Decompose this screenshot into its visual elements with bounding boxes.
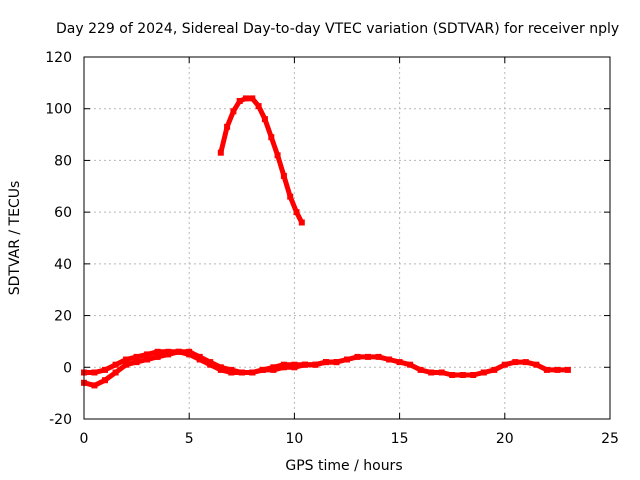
data-point xyxy=(438,369,445,376)
data-point xyxy=(91,369,98,376)
data-point xyxy=(449,372,456,378)
data-point xyxy=(554,366,561,373)
data-point xyxy=(459,372,466,378)
data-point xyxy=(501,361,508,368)
data-point xyxy=(112,361,119,368)
data-point xyxy=(386,356,393,363)
data-point xyxy=(270,364,277,371)
data-point xyxy=(312,361,319,368)
data-point xyxy=(274,152,281,159)
data-point xyxy=(365,353,371,360)
data-point xyxy=(287,193,294,200)
data-point xyxy=(207,361,214,368)
x-tick-label: 20 xyxy=(496,431,514,447)
data-point xyxy=(428,369,435,376)
data-point xyxy=(230,108,237,115)
data-point xyxy=(243,95,249,102)
data-point xyxy=(112,369,119,376)
data-point xyxy=(186,351,193,358)
y-tick-label: -20 xyxy=(49,412,72,428)
data-point xyxy=(102,377,108,384)
data-point xyxy=(133,353,140,360)
data-point xyxy=(533,361,540,368)
data-point xyxy=(512,359,519,366)
data-point xyxy=(217,366,224,373)
axis-ticks: 0 5 10 15 20 25 -20 0 20 40 60 80 100 120 xyxy=(45,50,619,447)
data-point xyxy=(417,366,424,373)
data-point xyxy=(375,353,382,360)
data-point xyxy=(323,359,329,366)
data-point xyxy=(238,369,245,376)
data-point xyxy=(470,372,477,378)
chart-title: Day 229 of 2024, Sidereal Day-to-day VTE… xyxy=(56,21,619,37)
data-point xyxy=(133,359,140,366)
data-point xyxy=(255,103,262,110)
plot-frame xyxy=(83,56,611,420)
data-series xyxy=(81,95,571,389)
x-tick-label: 15 xyxy=(391,431,409,447)
data-point xyxy=(123,361,130,368)
grid-lines xyxy=(84,57,610,419)
data-point xyxy=(259,366,266,373)
data-point xyxy=(249,95,256,102)
data-point xyxy=(564,366,571,373)
data-point xyxy=(175,348,182,355)
data-point xyxy=(165,351,172,358)
data-point xyxy=(407,361,414,368)
data-point xyxy=(293,209,300,216)
data-point xyxy=(123,356,130,363)
y-axis-label: SDTVAR / TECUs xyxy=(7,181,23,296)
x-axis-label: GPS time / hours xyxy=(285,458,402,474)
data-point xyxy=(261,116,268,123)
data-point xyxy=(154,353,161,360)
data-point xyxy=(291,361,298,368)
y-tick-label: 120 xyxy=(45,50,72,66)
data-point xyxy=(268,134,275,141)
y-tick-label: 60 xyxy=(54,205,72,221)
data-point xyxy=(543,366,550,373)
data-point xyxy=(217,149,224,156)
y-tick-label: 40 xyxy=(54,257,72,273)
data-point xyxy=(102,366,108,373)
data-point xyxy=(249,369,256,376)
data-point xyxy=(196,356,203,363)
data-point xyxy=(154,348,161,355)
data-point xyxy=(480,369,487,376)
y-tick-label: 20 xyxy=(54,309,72,325)
x-tick-label: 10 xyxy=(285,431,303,447)
x-tick-label: 25 xyxy=(601,431,619,447)
data-point xyxy=(228,369,235,376)
data-point xyxy=(396,359,403,366)
data-point xyxy=(491,366,498,373)
x-tick-label: 0 xyxy=(80,431,89,447)
data-point xyxy=(236,98,243,104)
data-point xyxy=(91,382,98,389)
data-point xyxy=(344,356,350,363)
y-tick-label: 0 xyxy=(63,360,72,376)
data-point xyxy=(280,361,287,368)
data-point xyxy=(298,219,305,226)
data-point xyxy=(144,351,151,358)
x-tick-label: 5 xyxy=(185,431,194,447)
y-tick-label: 80 xyxy=(54,153,72,169)
data-point xyxy=(144,356,151,363)
data-point xyxy=(333,359,340,366)
data-point xyxy=(301,361,308,368)
data-point xyxy=(224,123,231,130)
y-tick-label: 100 xyxy=(45,102,72,118)
data-point xyxy=(522,359,529,366)
data-point xyxy=(280,172,287,179)
data-point xyxy=(354,353,361,360)
